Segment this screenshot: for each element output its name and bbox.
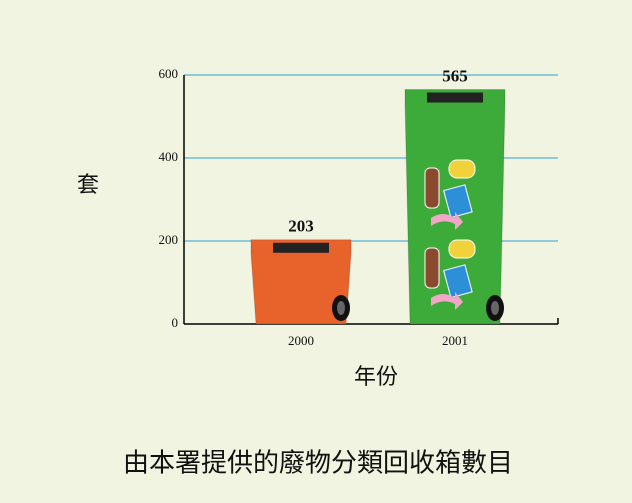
bottle-icon	[424, 247, 440, 289]
bin-opening	[427, 92, 483, 103]
y-axis-label: 套	[77, 173, 99, 198]
bin-opening	[273, 242, 329, 253]
chart-title: 由本署提供的廢物分類回收箱數目	[123, 449, 513, 479]
y-tick-label: 0	[172, 315, 179, 330]
bottle-icon	[424, 167, 440, 209]
bin-wheel-hub	[337, 301, 345, 315]
bin-decoration	[424, 159, 476, 310]
bin-wheel-hub	[491, 301, 499, 315]
value-label: 203	[288, 217, 314, 236]
paper-icon	[443, 184, 473, 219]
y-tick-label: 600	[159, 66, 179, 81]
y-tick-label: 400	[159, 149, 179, 164]
can-icon	[448, 239, 476, 259]
y-tick-label: 200	[159, 232, 179, 247]
bar	[250, 239, 352, 325]
x-axis-label: 年份	[354, 365, 398, 390]
x-tick-label: 2001	[442, 333, 468, 348]
arrow-icon	[431, 292, 463, 310]
value-label: 565	[442, 66, 468, 85]
paper-icon	[443, 264, 473, 299]
can-icon	[448, 159, 476, 179]
x-tick-label: 2000	[288, 333, 314, 348]
arrow-icon	[431, 212, 463, 230]
